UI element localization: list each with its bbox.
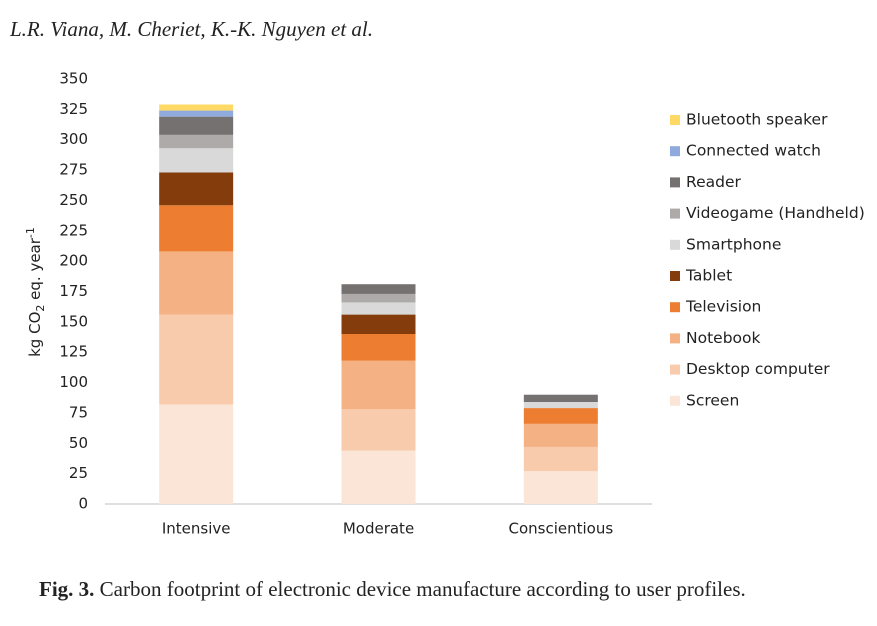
y-axis-label: kg CO2 eq. year-1 (24, 227, 47, 357)
legend-swatch (670, 208, 680, 219)
bar-segment (341, 450, 416, 504)
x-tick-label: Conscientious (508, 520, 613, 538)
bar-segment (159, 134, 234, 149)
legend-label: Television (685, 298, 761, 316)
legend-swatch (670, 364, 680, 375)
legend-swatch (670, 271, 680, 281)
legend-label: Videogame (Handheld) (686, 204, 865, 222)
bar-segment (341, 314, 416, 334)
y-tick-label: 275 (59, 161, 88, 179)
y-tick-label: 175 (59, 282, 88, 300)
legend-swatch (670, 115, 680, 125)
bar-segment (341, 409, 416, 451)
bar-segment (341, 360, 416, 410)
bar-segment (341, 284, 416, 294)
caption-text: Carbon footprint of electronic device ma… (100, 577, 746, 601)
legend-label: Notebook (686, 329, 760, 347)
bar-segment (523, 394, 598, 402)
bar-segment (523, 471, 598, 504)
y-tick-label: 150 (59, 312, 88, 330)
bar-segment (159, 251, 234, 315)
y-tick-label: 25 (69, 464, 88, 482)
legend-label: Bluetooth speaker (686, 111, 828, 129)
bar-segment (341, 302, 416, 315)
legend-label: Tablet (685, 267, 732, 285)
legend-label: Smartphone (686, 235, 781, 253)
bar-segment (523, 408, 598, 424)
bar-segment (341, 334, 416, 361)
y-tick-label: 250 (59, 191, 88, 209)
bar-segment (523, 446, 598, 472)
legend-swatch (670, 302, 680, 313)
figure-caption: Fig. 3. Carbon footprint of electronic d… (39, 577, 746, 601)
legend-label: Reader (686, 173, 741, 191)
y-tick-label: 125 (59, 343, 88, 361)
y-tick-label: 350 (59, 70, 88, 88)
legend-swatch (670, 333, 680, 344)
bar-segment (159, 110, 234, 117)
bar-segment (159, 314, 234, 405)
legend-label: Screen (686, 391, 739, 409)
x-tick-label: Moderate (343, 520, 414, 538)
bar-segment (523, 423, 598, 447)
legend-swatch (670, 395, 680, 406)
bar-segment (341, 293, 416, 303)
bar-segment (159, 404, 234, 504)
x-tick-label: Intensive (162, 520, 231, 538)
y-label-sup: -1 (24, 227, 37, 238)
y-label-part: eq. year (26, 237, 44, 304)
bar-segment (159, 172, 234, 206)
legend-swatch (670, 239, 680, 250)
y-label-sub: 2 (34, 305, 47, 312)
y-tick-label: 75 (69, 403, 88, 421)
y-tick-label: 300 (59, 130, 88, 148)
bar-segment (523, 402, 598, 409)
y-tick-label: 225 (59, 221, 88, 239)
bar-segment (159, 205, 234, 252)
bar-segment (159, 116, 234, 135)
legend-label: Connected watch (686, 142, 821, 160)
bar-segment (159, 148, 234, 173)
y-tick-label: 325 (59, 100, 88, 118)
running-header: L.R. Viana, M. Cheriet, K.-K. Nguyen et … (9, 17, 373, 41)
y-tick-label: 50 (69, 434, 88, 452)
y-tick-label: 200 (59, 252, 88, 270)
legend-swatch (670, 146, 680, 157)
y-tick-label: 0 (78, 495, 88, 513)
y-label-part: kg CO (26, 312, 44, 357)
y-tick-label: 100 (59, 373, 88, 391)
legend-swatch (670, 177, 680, 188)
caption-label: Fig. 3. (39, 577, 94, 601)
legend-label: Desktop computer (686, 360, 830, 378)
bar-segment (159, 104, 234, 111)
